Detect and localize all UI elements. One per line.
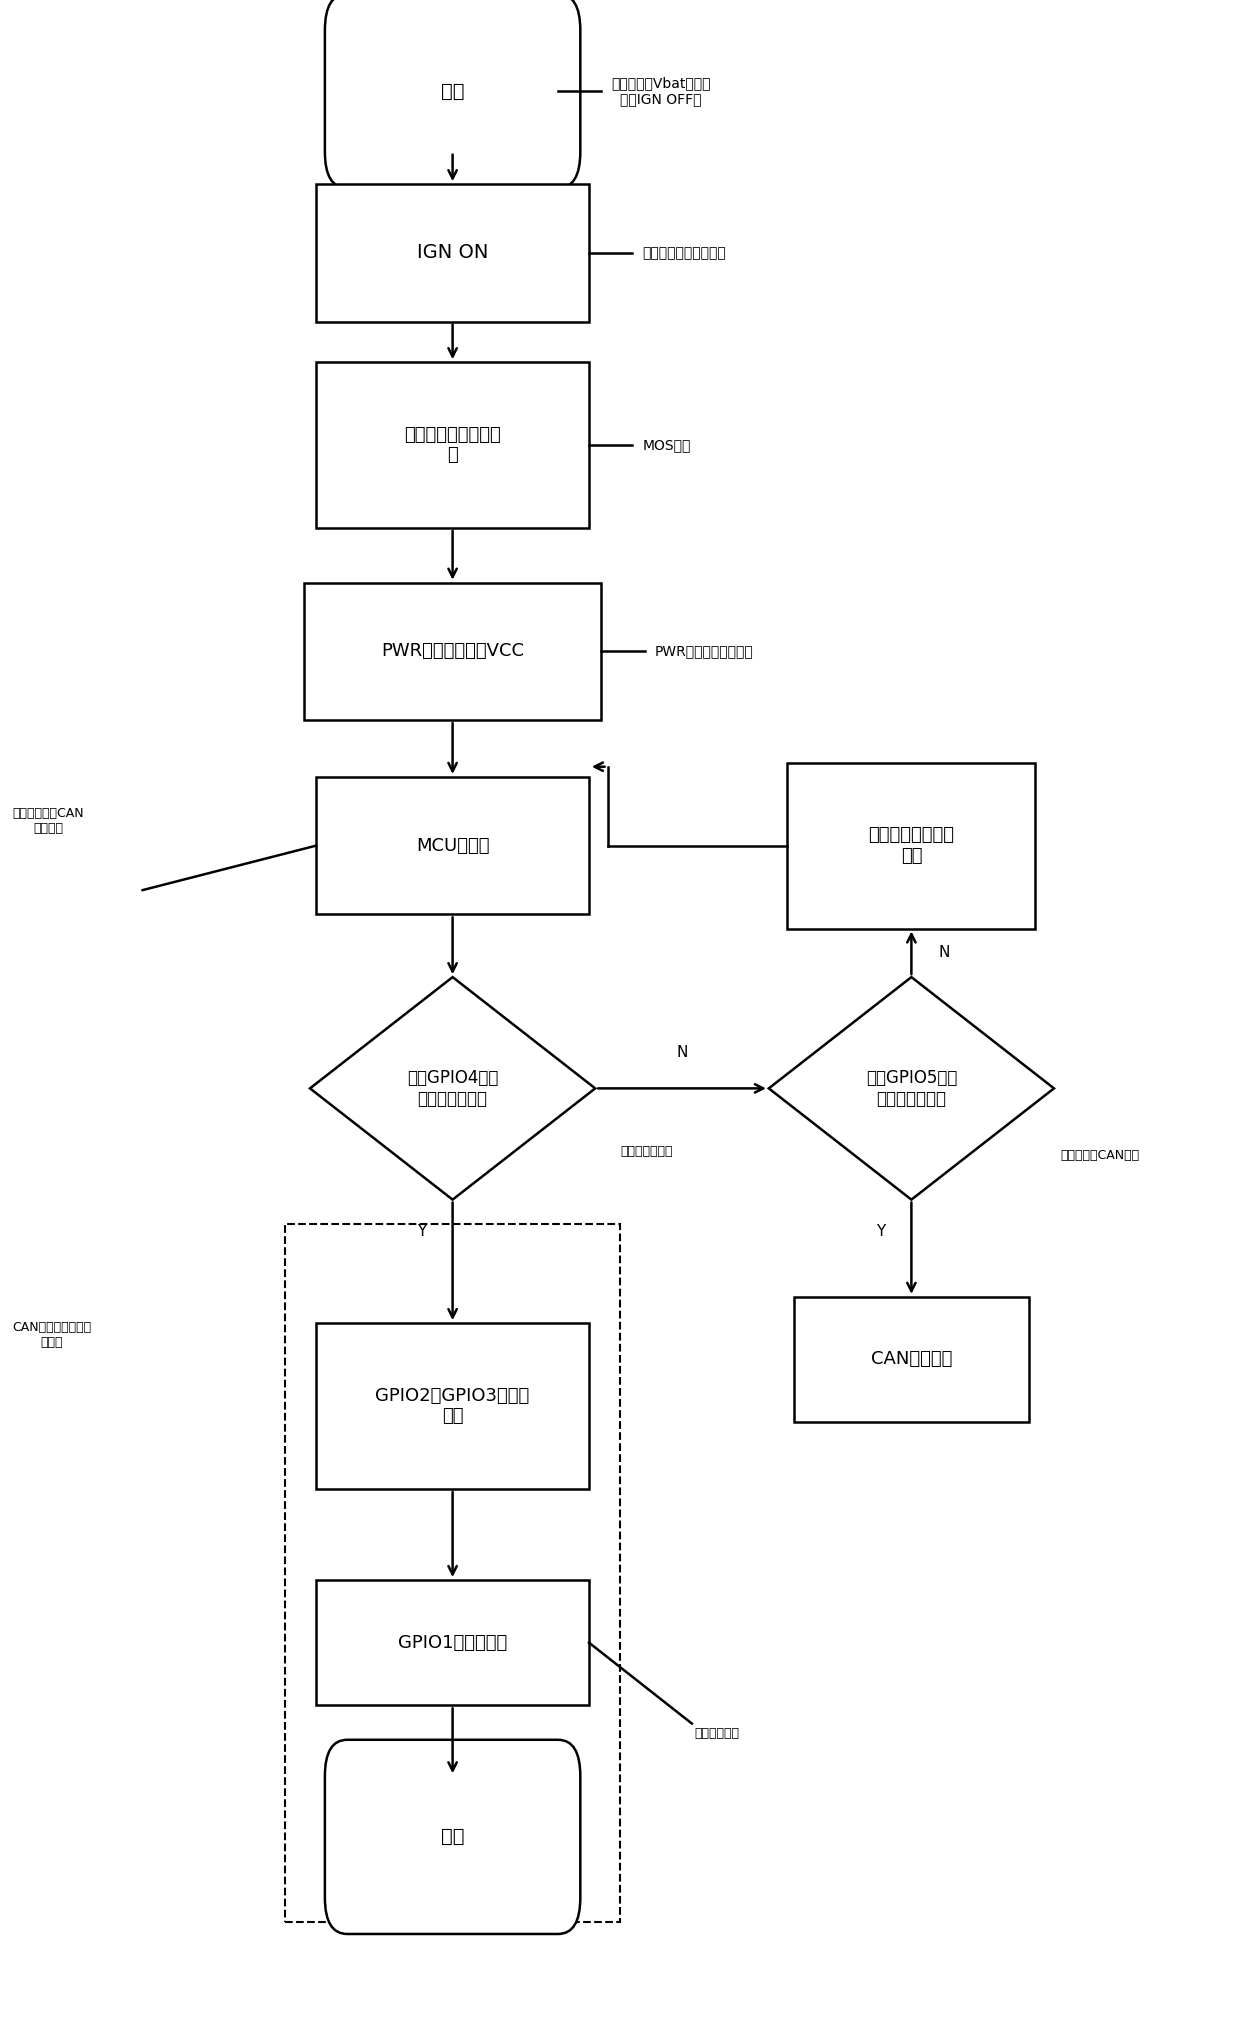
Text: 检测GPIO4输入
是否为高电平？: 检测GPIO4输入 是否为高电平？ (407, 1068, 498, 1109)
Bar (794, 1297, 1029, 1422)
Bar (304, 583, 601, 720)
Text: N: N (939, 945, 950, 961)
Text: 初始化不包含CAN
芯片设置: 初始化不包含CAN 芯片设置 (12, 807, 84, 835)
Bar (316, 1323, 589, 1489)
Text: 开始: 开始 (441, 81, 464, 101)
FancyBboxPatch shape (325, 0, 580, 188)
Bar (316, 1580, 589, 1705)
Polygon shape (769, 977, 1054, 1200)
Bar (316, 777, 589, 914)
Text: PWR电路模块上电工作: PWR电路模块上电工作 (655, 645, 754, 657)
Text: 逻辑门电路输出低电
平: 逻辑门电路输出低电 平 (404, 425, 501, 465)
Text: 记录日志（异常唤
醒）: 记录日志（异常唤 醒） (868, 825, 955, 866)
Bar (285, 1224, 620, 1922)
Text: 检测GPIO5输入
是否为高电平？: 检测GPIO5输入 是否为高电平？ (866, 1068, 957, 1109)
Text: IGN ON: IGN ON (417, 243, 489, 263)
Text: 判断为钥匙唤醒: 判断为钥匙唤醒 (620, 1145, 672, 1157)
Text: PWR电路模块输出VCC: PWR电路模块输出VCC (381, 643, 525, 659)
Text: MCU初始化: MCU初始化 (415, 838, 490, 854)
Text: CAN唤醒判断: CAN唤醒判断 (870, 1351, 952, 1368)
Text: GPIO1输出高电平: GPIO1输出高电平 (398, 1635, 507, 1651)
Text: N: N (676, 1046, 688, 1060)
Text: Y: Y (875, 1224, 885, 1238)
Bar (787, 763, 1035, 929)
Text: Y: Y (417, 1224, 427, 1238)
Text: 休眠模式：Vbat正常供
电，IGN OFF。: 休眠模式：Vbat正常供 电，IGN OFF。 (611, 77, 711, 105)
Text: 驾驶员钥匙启动车辆。: 驾驶员钥匙启动车辆。 (642, 247, 727, 259)
Text: 钥匙唤醒处理: 钥匙唤醒处理 (694, 1728, 739, 1740)
Text: 判断可能为CAN唤醒: 判断可能为CAN唤醒 (1060, 1149, 1140, 1161)
Text: CAN芯片进入正常运
行模式: CAN芯片进入正常运 行模式 (12, 1321, 92, 1349)
Text: GPIO2和GPIO3输出高
电平: GPIO2和GPIO3输出高 电平 (376, 1386, 529, 1426)
Bar (316, 184, 589, 322)
Polygon shape (310, 977, 595, 1200)
Text: MOS导通: MOS导通 (642, 439, 691, 451)
Text: 结束: 结束 (441, 1827, 464, 1847)
FancyBboxPatch shape (325, 1740, 580, 1934)
Bar (316, 362, 589, 528)
